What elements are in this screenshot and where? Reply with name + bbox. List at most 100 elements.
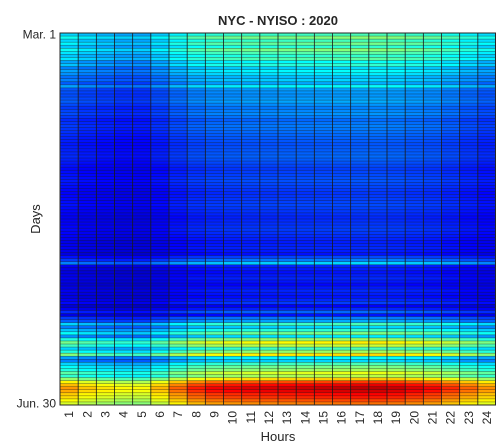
heatmap-cell	[150, 75, 170, 80]
heatmap-cell	[423, 133, 442, 137]
heatmap-cell	[241, 374, 261, 378]
heatmap-cell	[78, 344, 97, 348]
heatmap-cell	[477, 78, 496, 83]
heatmap-cell	[150, 350, 170, 354]
heatmap-cell	[60, 295, 79, 299]
heatmap-cell	[150, 151, 170, 156]
heatmap-cell	[441, 362, 460, 366]
heatmap-cell	[350, 322, 370, 327]
heatmap-cell	[368, 325, 388, 330]
heatmap-cell	[387, 261, 406, 266]
heatmap-cell	[205, 283, 224, 287]
heatmap-cell	[132, 173, 152, 177]
heatmap-cell	[441, 75, 460, 80]
heatmap-cell	[278, 100, 297, 104]
heatmap-cell	[278, 42, 297, 46]
heatmap-cell	[78, 191, 97, 195]
heatmap-cell	[477, 200, 496, 205]
heatmap-cell	[350, 222, 370, 226]
heatmap-cell	[423, 151, 442, 156]
heatmap-cell	[114, 48, 133, 52]
heatmap-cell	[205, 316, 224, 320]
heatmap-cell	[332, 133, 351, 137]
heatmap-cell	[387, 270, 406, 275]
heatmap-cell	[205, 301, 224, 305]
heatmap-cell	[278, 51, 297, 55]
heatmap-cell	[314, 60, 333, 64]
heatmap-cell	[205, 124, 224, 128]
heatmap-cell	[259, 60, 279, 64]
heatmap-cell	[223, 109, 242, 113]
heatmap-cell	[132, 362, 152, 366]
heatmap-cell	[387, 331, 406, 336]
heatmap-cell	[187, 267, 206, 272]
heatmap-cell	[296, 246, 315, 250]
heatmap-cell	[350, 334, 370, 339]
heatmap-cell	[350, 386, 370, 391]
heatmap-cell	[459, 84, 479, 89]
heatmap-cell	[387, 392, 406, 397]
heatmap-cell	[96, 261, 115, 266]
heatmap-cell	[296, 93, 315, 98]
heatmap-cell	[96, 139, 115, 144]
heatmap-cell	[114, 380, 133, 384]
heatmap-cell	[150, 81, 170, 86]
heatmap-cell	[259, 252, 279, 256]
heatmap-cell	[405, 298, 424, 302]
heatmap-cell	[350, 194, 370, 198]
heatmap-cell	[387, 356, 406, 360]
heatmap-cell	[241, 69, 261, 73]
heatmap-cell	[114, 33, 133, 37]
heatmap-cell	[296, 279, 315, 284]
heatmap-cell	[350, 124, 370, 128]
heatmap-cell	[387, 289, 406, 293]
x-tick-label: 17	[353, 411, 367, 425]
x-tick-label: 6	[153, 411, 167, 418]
heatmap-cell	[332, 325, 351, 330]
heatmap-cell	[405, 148, 424, 153]
heatmap-cell	[132, 42, 152, 46]
heatmap-cell	[387, 283, 406, 287]
heatmap-cell	[477, 87, 496, 92]
heatmap-cell	[132, 188, 152, 192]
heatmap-cell	[332, 252, 351, 256]
heatmap-cell	[60, 331, 79, 336]
heatmap-cell	[477, 252, 496, 256]
heatmap-cell	[78, 389, 97, 394]
heatmap-cell	[332, 194, 351, 198]
heatmap-cell	[387, 39, 406, 43]
heatmap-cell	[459, 124, 479, 128]
heatmap-cell	[132, 100, 152, 104]
heatmap-cell	[314, 264, 333, 269]
heatmap-cell	[368, 42, 388, 46]
heatmap-cell	[459, 383, 479, 388]
heatmap-cell	[187, 115, 206, 119]
heatmap-cell	[350, 267, 370, 272]
heatmap-cell	[241, 97, 261, 101]
heatmap-cell	[78, 51, 97, 55]
heatmap-cell	[60, 350, 79, 354]
heatmap-cell	[241, 337, 261, 342]
heatmap-cell	[96, 249, 115, 253]
heatmap-cell	[441, 334, 460, 339]
heatmap-cell	[332, 322, 351, 327]
heatmap-cell	[459, 139, 479, 144]
heatmap-cell	[241, 133, 261, 137]
heatmap-cell	[132, 109, 152, 113]
heatmap-cell	[278, 69, 297, 73]
heatmap-cell	[259, 304, 279, 308]
heatmap-cell	[60, 301, 79, 305]
heatmap-cell	[259, 212, 279, 217]
heatmap-cell	[169, 87, 188, 92]
heatmap-cell	[259, 286, 279, 290]
heatmap-cell	[350, 249, 370, 253]
heatmap-cell	[60, 115, 79, 119]
heatmap-cell	[223, 340, 242, 345]
heatmap-cell	[223, 66, 242, 70]
heatmap-cell	[368, 298, 388, 302]
heatmap-cell	[278, 283, 297, 287]
heatmap-cell	[423, 215, 442, 220]
heatmap-cell	[169, 276, 188, 281]
heatmap-cell	[278, 179, 297, 183]
heatmap-cell	[459, 398, 479, 403]
